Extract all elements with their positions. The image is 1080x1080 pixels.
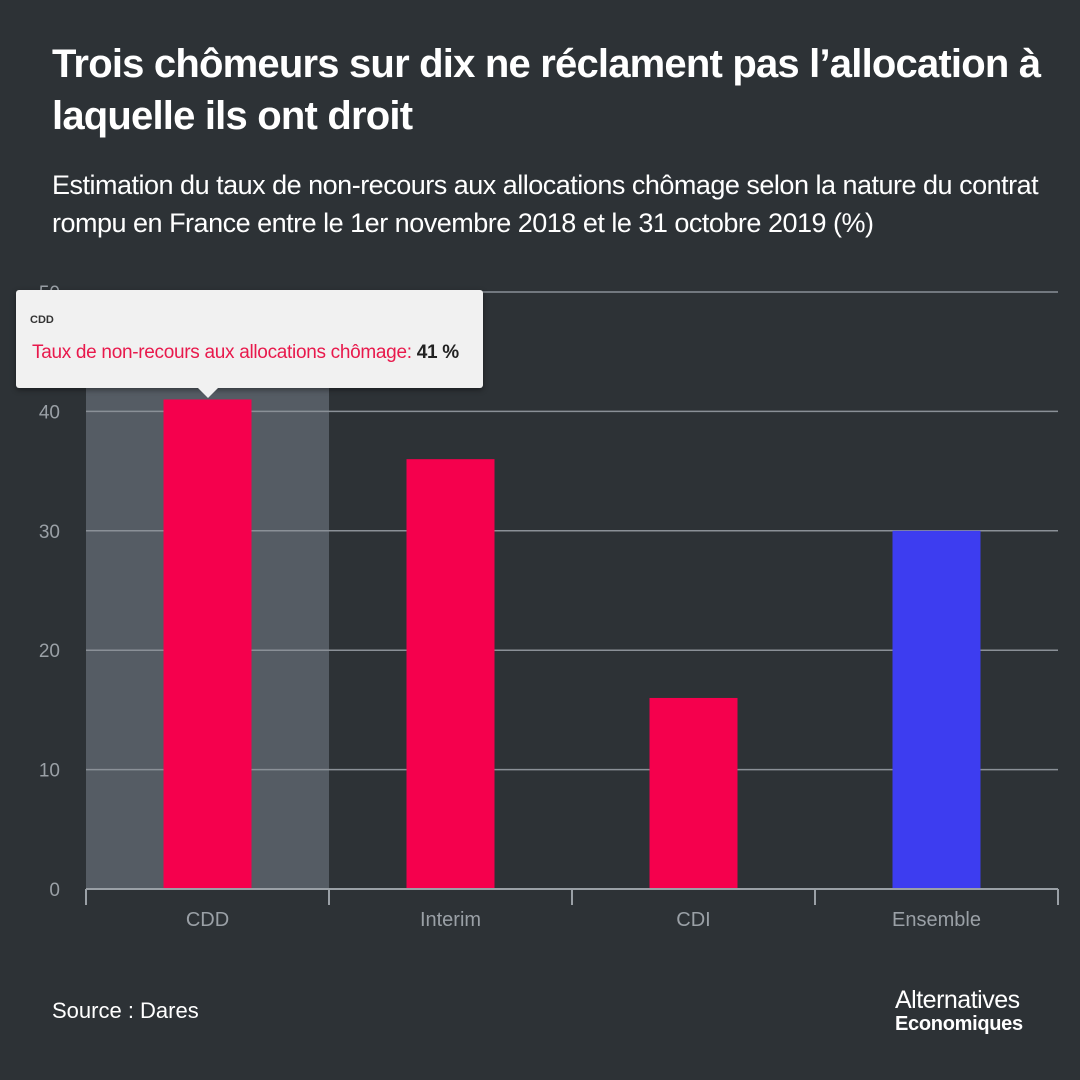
bar-cdd [163,399,252,889]
y-tick-label: 40 [39,402,60,423]
tooltip-line: Taux de non-recours aux allocations chôm… [32,342,459,364]
chart-title: Trois chômeurs sur dix ne réclament pas … [52,42,1041,138]
chart-subtitle: Estimation du taux de non-recours aux al… [52,170,1039,238]
y-tick-label: 20 [39,641,60,662]
brand-logo: Alternatives Economiques [895,988,1023,1036]
y-tick-label: 0 [49,880,60,901]
x-tick-label: CDI [676,909,710,931]
bar-ensemble [892,530,981,889]
y-tick-label: 10 [39,761,60,782]
source-note: Source : Dares [52,998,199,1023]
bar-interim [406,459,495,889]
tooltip-value: 41 % [416,342,459,363]
tooltip-label: Taux de non-recours aux allocations chôm… [32,342,412,363]
x-tick-label: Ensemble [892,909,981,931]
x-tick-label: Interim [420,909,481,931]
tooltip-category: CDD [30,314,54,326]
chart-tooltip: CDD Taux de non-recours aux allocations … [16,290,483,398]
x-tick-label: CDD [186,909,229,931]
bar-cdi [649,697,738,889]
logo-line-2: Economiques [895,1013,1023,1035]
logo-line-1: Alternatives [895,986,1020,1014]
y-tick-label: 30 [39,522,60,543]
